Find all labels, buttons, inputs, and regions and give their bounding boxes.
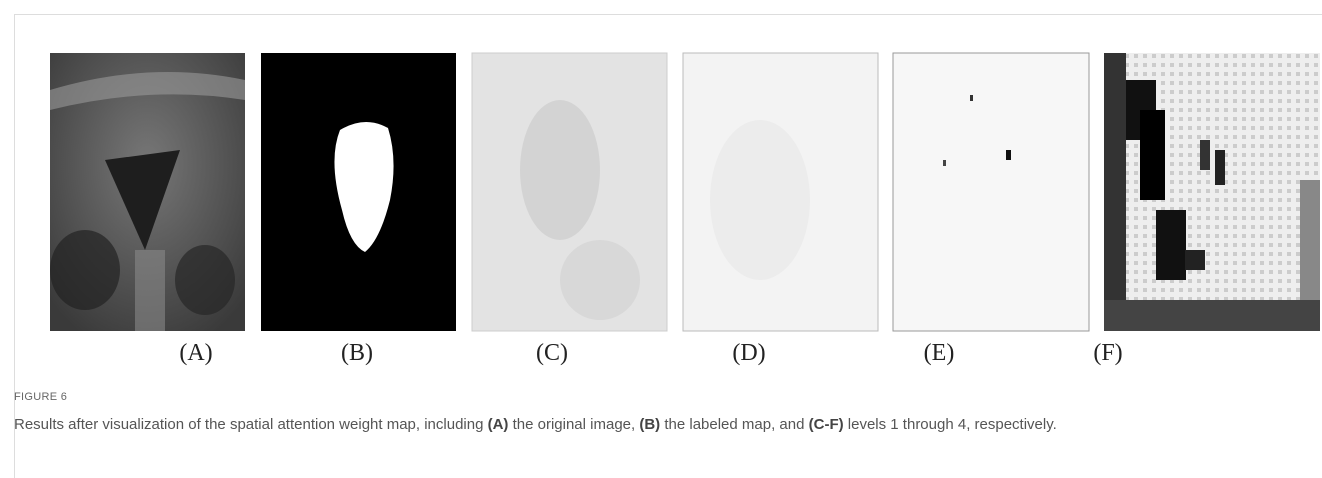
panel-c-image	[472, 53, 667, 331]
caption-ref: (A)	[488, 416, 509, 433]
caption-text: the labeled map, and	[660, 416, 808, 433]
panel-label: (D)	[732, 340, 765, 367]
page: (A) (B) (C) (D) (E) (F) FIGURE 6 Results…	[0, 0, 1322, 477]
caption-ref: (B)	[639, 416, 660, 433]
caption-text: Results after visualization of the spati…	[14, 416, 488, 433]
panel-label: (E)	[924, 340, 955, 367]
panel-label: (C)	[536, 340, 568, 367]
caption-text: the original image,	[508, 416, 639, 433]
panel-label: (B)	[341, 340, 373, 367]
panel-e-image	[893, 53, 1089, 331]
figure-caption: Results after visualization of the spati…	[14, 413, 1284, 437]
figure-images	[0, 0, 1322, 340]
panel-label: (A)	[179, 340, 212, 367]
panel-a-image	[50, 53, 245, 331]
panel-b-image	[261, 53, 456, 331]
panel-f-image	[1104, 53, 1320, 331]
figure-number: FIGURE 6	[14, 391, 67, 403]
caption-text: levels 1 through 4, respectively.	[844, 416, 1057, 433]
panel-label: (F)	[1093, 340, 1122, 367]
caption-ref: (C-F)	[809, 416, 844, 433]
panel-d-image	[683, 53, 878, 331]
